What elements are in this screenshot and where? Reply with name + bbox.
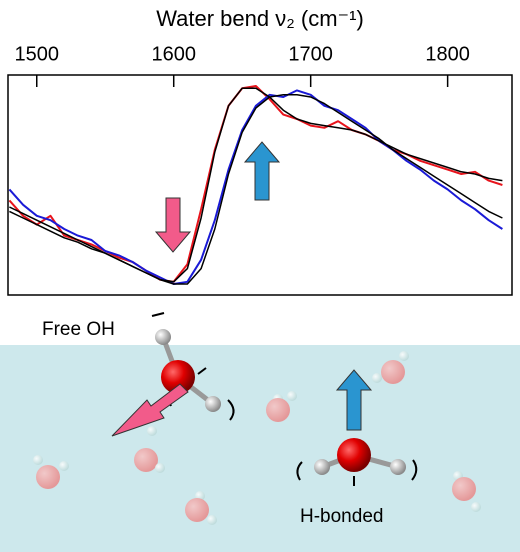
background-molecules — [33, 351, 481, 525]
down-arrow — [154, 197, 192, 253]
series-line — [9, 94, 503, 285]
series-line — [9, 87, 503, 283]
plot-frame — [7, 74, 513, 296]
x-tick-label: 1700 — [288, 43, 333, 65]
h-bonded-molecule — [296, 369, 418, 486]
free-oh-molecule — [111, 312, 235, 437]
water-region — [0, 345, 520, 552]
x-tick-label: 1600 — [151, 43, 196, 65]
chart-title: Water bend ν₂ (cm⁻¹) — [156, 6, 364, 31]
series-line — [8, 89, 503, 285]
series-line — [8, 85, 503, 283]
up-arrow — [243, 141, 281, 201]
annotation: H-bonded — [300, 506, 383, 527]
x-tick-label: 1800 — [425, 43, 470, 65]
annotation: Free OH — [42, 319, 115, 340]
plot-area: 1500 1600 1700 1800 — [7, 43, 513, 296]
x-tick-label: 1500 — [15, 43, 60, 65]
